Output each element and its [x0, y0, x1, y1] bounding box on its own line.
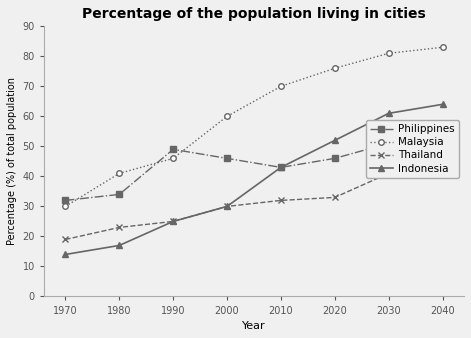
- Philippines: [278, 165, 284, 169]
- Philippines: [224, 156, 230, 161]
- Philippines: [116, 192, 122, 196]
- Thailand: [332, 195, 338, 199]
- Line: Indonesia: Indonesia: [63, 101, 445, 257]
- Philippines: [386, 141, 391, 145]
- Legend: Philippines, Malaysia, Thailand, Indonesia: Philippines, Malaysia, Thailand, Indones…: [366, 120, 459, 178]
- Indonesia: [171, 219, 176, 223]
- Thailand: [440, 144, 446, 148]
- Thailand: [116, 225, 122, 230]
- X-axis label: Year: Year: [242, 321, 266, 331]
- Philippines: [332, 156, 338, 161]
- Philippines: [440, 123, 446, 127]
- Malaysia: [386, 51, 391, 55]
- Indonesia: [63, 252, 68, 257]
- Line: Thailand: Thailand: [62, 143, 446, 243]
- Indonesia: [332, 138, 338, 142]
- Thailand: [386, 171, 391, 175]
- Indonesia: [278, 165, 284, 169]
- Thailand: [278, 198, 284, 202]
- Line: Philippines: Philippines: [63, 123, 445, 203]
- Malaysia: [63, 204, 68, 209]
- Line: Malaysia: Malaysia: [63, 45, 445, 209]
- Title: Percentage of the population living in cities: Percentage of the population living in c…: [82, 7, 426, 21]
- Malaysia: [440, 45, 446, 49]
- Malaysia: [171, 156, 176, 161]
- Indonesia: [440, 102, 446, 106]
- Philippines: [63, 198, 68, 202]
- Y-axis label: Percentage (%) of total population: Percentage (%) of total population: [7, 77, 17, 245]
- Indonesia: [224, 204, 230, 209]
- Malaysia: [332, 66, 338, 70]
- Malaysia: [224, 114, 230, 118]
- Thailand: [224, 204, 230, 209]
- Malaysia: [278, 84, 284, 88]
- Indonesia: [386, 111, 391, 115]
- Thailand: [63, 237, 68, 241]
- Malaysia: [116, 171, 122, 175]
- Indonesia: [116, 243, 122, 247]
- Philippines: [171, 147, 176, 151]
- Thailand: [171, 219, 176, 223]
